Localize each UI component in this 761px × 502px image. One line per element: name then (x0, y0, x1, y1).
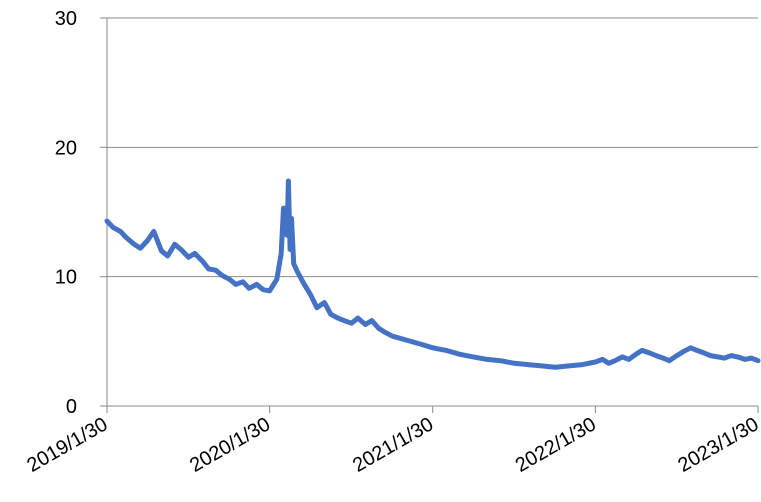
y-tick-label: 10 (55, 267, 77, 289)
x-axis-tick-labels: 2019/1/30 2020/1/30 2021/1/30 2022/1/30 2023… (23, 413, 761, 477)
x-tick-label: 2019/1/30 (23, 413, 111, 477)
x-tick-label: 2022/1/30 (512, 413, 600, 477)
y-tick-label: 0 (66, 396, 77, 418)
y-tick-label: 20 (55, 137, 77, 159)
x-axis-tick-marks (106, 406, 759, 413)
y-tick-label: 30 (55, 8, 77, 30)
series-layer (104, 178, 761, 370)
y-gridlines (107, 17, 758, 278)
x-tick-label: 2023/1/30 (674, 413, 761, 477)
x-tick-label: 2021/1/30 (349, 413, 437, 477)
series-line (104, 178, 761, 370)
x-tick-label: 2020/1/30 (186, 413, 274, 477)
y-axis-tick-labels: 0 10 20 30 (55, 8, 107, 418)
